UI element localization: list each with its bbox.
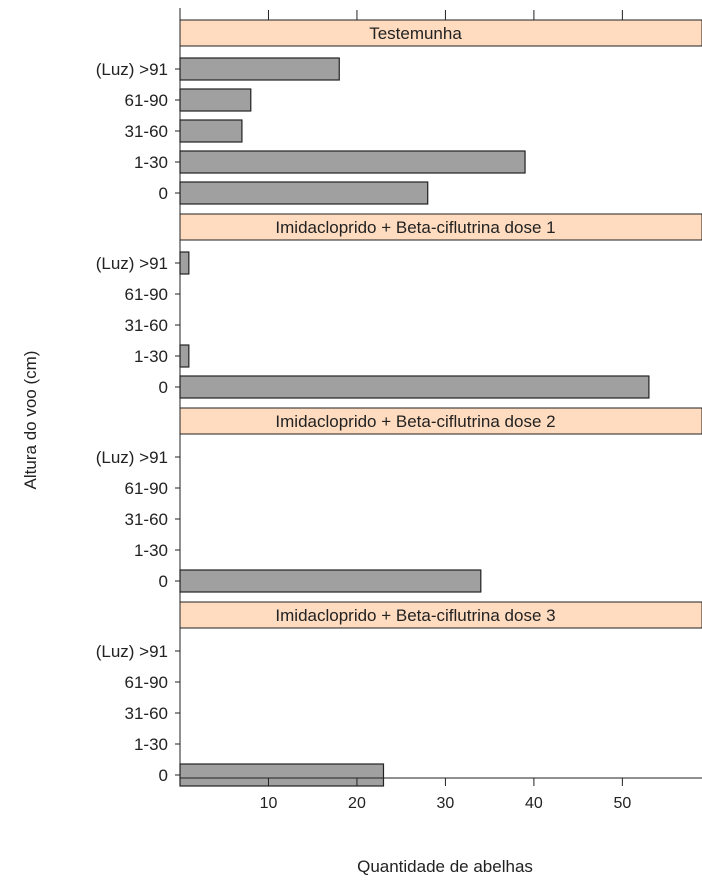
category-label: 0 — [159, 378, 168, 397]
bar — [179, 375, 650, 399]
x-tick-label: 50 — [613, 795, 631, 812]
category-label: 1-30 — [134, 735, 168, 754]
bar — [179, 251, 190, 275]
bar — [179, 763, 385, 787]
panel-title: Imidacloprido + Beta-ciflutrina dose 1 — [275, 218, 555, 237]
category-label: 31-60 — [125, 316, 168, 335]
panel-strip — [179, 601, 702, 629]
bar — [179, 344, 190, 368]
y-axis-title: Altura do voo (cm) — [21, 351, 40, 490]
bar — [179, 119, 243, 143]
category-label: (Luz) >91 — [96, 254, 168, 273]
x-tick-label: 20 — [348, 795, 366, 812]
category-label: 31-60 — [125, 122, 168, 141]
bar — [179, 150, 526, 174]
x-tick-label: 40 — [525, 795, 543, 812]
bar — [179, 57, 340, 81]
category-label: 0 — [159, 766, 168, 785]
panel-strip — [179, 407, 702, 435]
bar — [179, 88, 252, 112]
panel-strip — [179, 19, 702, 47]
x-tick-label: 30 — [437, 795, 455, 812]
category-label: 0 — [159, 572, 168, 591]
panel-title: Imidacloprido + Beta-ciflutrina dose 3 — [275, 606, 555, 625]
category-label: 61-90 — [125, 91, 168, 110]
panel-title: Imidacloprido + Beta-ciflutrina dose 2 — [275, 412, 555, 431]
category-label: 1-30 — [134, 347, 168, 366]
category-label: 61-90 — [125, 479, 168, 498]
category-label: 0 — [159, 184, 168, 203]
category-label: (Luz) >91 — [96, 642, 168, 661]
bar — [179, 181, 429, 205]
x-tick-label: 10 — [260, 795, 278, 812]
category-label: 31-60 — [125, 510, 168, 529]
category-label: (Luz) >91 — [96, 448, 168, 467]
x-axis-title: Quantidade de abelhas — [357, 857, 533, 876]
category-label: 1-30 — [134, 541, 168, 560]
category-label: 61-90 — [125, 285, 168, 304]
bar — [179, 569, 482, 593]
panel-strip — [179, 213, 702, 241]
panel-title: Testemunha — [369, 24, 462, 43]
category-label: 1-30 — [134, 153, 168, 172]
category-label: 31-60 — [125, 704, 168, 723]
category-label: (Luz) >91 — [96, 60, 168, 79]
category-label: 61-90 — [125, 673, 168, 692]
